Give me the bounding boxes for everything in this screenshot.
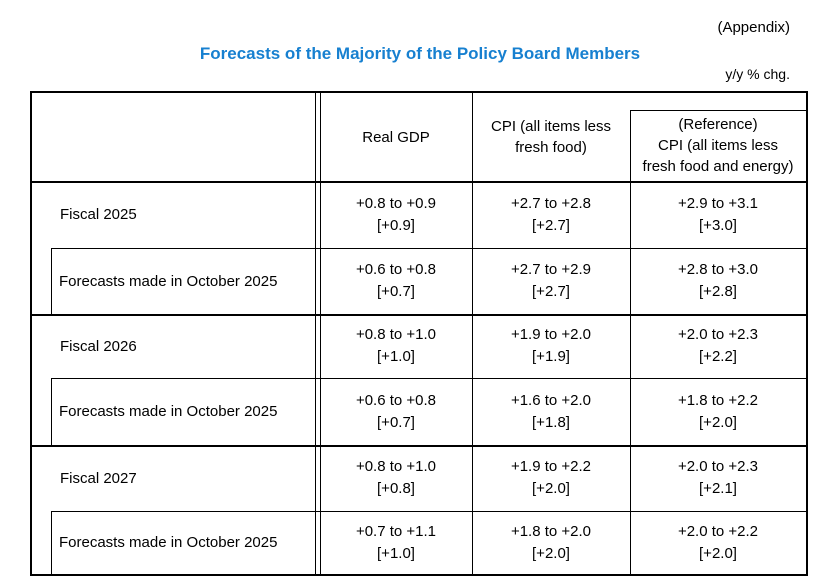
cell-oct2025b-real-gdp: +0.6 to +0.8 [+0.7] bbox=[320, 378, 472, 445]
row-label: Forecasts made in October 2025 bbox=[59, 534, 278, 551]
forecast-range: +2.0 to +2.3 bbox=[677, 326, 759, 343]
forecast-median: [+2.1] bbox=[699, 480, 737, 497]
forecast-median: [+2.7] bbox=[532, 283, 570, 300]
appendix-label: (Appendix) bbox=[717, 19, 790, 36]
cell-oct2025b-reference-cpi: +1.8 to +2.2 [+2.0] bbox=[630, 378, 806, 445]
forecast-range: +2.9 to +3.1 bbox=[677, 194, 759, 212]
grid-line bbox=[630, 110, 806, 111]
cell-fiscal2026-cpi: +1.9 to +2.0 [+1.9] bbox=[472, 314, 630, 378]
forecast-range: +0.8 to +1.0 bbox=[355, 326, 437, 343]
grid-line bbox=[51, 248, 806, 249]
forecast-median: [+2.2] bbox=[699, 348, 737, 365]
cell-fiscal2026-reference-cpi: +2.0 to +2.3 [+2.2] bbox=[630, 314, 806, 378]
cell-oct2025c-cpi: +1.8 to +2.0 [+2.0] bbox=[472, 511, 630, 574]
cell-oct2025a-cpi: +2.7 to +2.9 [+2.7] bbox=[472, 248, 630, 314]
grid-line bbox=[51, 378, 52, 445]
cell-oct2025c-reference-cpi: +2.0 to +2.2 [+2.0] bbox=[630, 511, 806, 574]
forecast-range: +1.8 to +2.0 bbox=[510, 522, 592, 540]
forecast-median: [+0.8] bbox=[377, 480, 415, 497]
forecast-range: +2.8 to +3.0 bbox=[677, 261, 759, 278]
grid-line bbox=[51, 378, 806, 379]
forecast-range: +2.0 to +2.2 bbox=[677, 522, 759, 540]
cell-fiscal2025-reference-cpi: +2.9 to +3.1 [+3.0] bbox=[630, 181, 806, 248]
forecast-median: [+2.0] bbox=[532, 480, 570, 497]
cell-oct2025a-real-gdp: +0.6 to +0.8 [+0.7] bbox=[320, 248, 472, 314]
forecast-range: +2.0 to +2.3 bbox=[677, 458, 759, 475]
cell-fiscal2027-real-gdp: +0.8 to +1.0 [+0.8] bbox=[320, 445, 472, 511]
grid-line bbox=[630, 110, 631, 574]
row-label-forecasts-october-2025: Forecasts made in October 2025 bbox=[51, 248, 315, 314]
grid-line bbox=[51, 248, 52, 314]
forecast-range: +1.9 to +2.2 bbox=[510, 458, 592, 475]
row-label: Fiscal 2026 bbox=[60, 337, 137, 355]
grid-line bbox=[32, 314, 806, 316]
grid-line bbox=[51, 511, 806, 512]
row-label-fiscal-2025: Fiscal 2025 bbox=[32, 181, 315, 248]
forecast-median: [+2.0] bbox=[699, 413, 737, 431]
unit-label: y/y % chg. bbox=[725, 66, 790, 82]
forecast-range: +0.7 to +1.1 bbox=[355, 522, 437, 540]
column-header-label: Real GDP bbox=[362, 128, 430, 146]
row-label-forecasts-october-2025: Forecasts made in October 2025 bbox=[51, 378, 315, 445]
forecast-median: [+0.7] bbox=[377, 283, 415, 300]
forecast-median: [+2.0] bbox=[532, 544, 570, 562]
forecast-median: [+2.8] bbox=[699, 283, 737, 300]
row-label-fiscal-2026: Fiscal 2026 bbox=[32, 314, 315, 378]
forecast-range: +1.6 to +2.0 bbox=[510, 391, 592, 409]
forecast-table: Real GDP CPI (all items less fresh food)… bbox=[30, 91, 808, 576]
forecast-median: [+0.7] bbox=[377, 413, 415, 431]
forecast-median: [+0.9] bbox=[377, 216, 415, 234]
forecast-range: +0.8 to +1.0 bbox=[355, 458, 437, 475]
row-label: Fiscal 2025 bbox=[60, 206, 137, 223]
forecast-range: +1.8 to +2.2 bbox=[677, 391, 759, 409]
forecast-median: [+1.9] bbox=[532, 348, 570, 365]
row-label: Forecasts made in October 2025 bbox=[59, 403, 278, 420]
forecast-median: [+3.0] bbox=[699, 216, 737, 234]
forecast-median: [+1.0] bbox=[377, 348, 415, 365]
row-label-forecasts-october-2025: Forecasts made in October 2025 bbox=[51, 511, 315, 574]
grid-line bbox=[320, 93, 321, 574]
column-header-reference-cpi: (Reference) CPI (all items less fresh fo… bbox=[630, 110, 806, 181]
cell-oct2025c-real-gdp: +0.7 to +1.1 [+1.0] bbox=[320, 511, 472, 574]
column-header-label: CPI (all items less fresh food) bbox=[490, 118, 612, 156]
cell-fiscal2025-real-gdp: +0.8 to +0.9 [+0.9] bbox=[320, 181, 472, 248]
cell-fiscal2027-cpi: +1.9 to +2.2 [+2.0] bbox=[472, 445, 630, 511]
forecast-median: [+1.8] bbox=[532, 413, 570, 431]
forecast-median: [+1.0] bbox=[377, 544, 415, 562]
forecast-range: +2.7 to +2.8 bbox=[510, 194, 592, 212]
row-label: Forecasts made in October 2025 bbox=[59, 272, 278, 290]
forecast-median: [+2.0] bbox=[699, 544, 737, 562]
page-title: Forecasts of the Majority of the Policy … bbox=[199, 44, 641, 63]
row-label: Fiscal 2027 bbox=[60, 469, 137, 487]
grid-line bbox=[51, 511, 52, 574]
grid-line bbox=[32, 445, 806, 447]
forecast-median: [+2.7] bbox=[532, 216, 570, 234]
column-header-cpi: CPI (all items less fresh food) bbox=[472, 93, 630, 181]
cell-fiscal2026-real-gdp: +0.8 to +1.0 [+1.0] bbox=[320, 314, 472, 378]
cell-fiscal2027-reference-cpi: +2.0 to +2.3 [+2.1] bbox=[630, 445, 806, 511]
row-label-fiscal-2027: Fiscal 2027 bbox=[32, 445, 315, 511]
cell-oct2025a-reference-cpi: +2.8 to +3.0 [+2.8] bbox=[630, 248, 806, 314]
cell-fiscal2025-cpi: +2.7 to +2.8 [+2.7] bbox=[472, 181, 630, 248]
column-header-real-gdp: Real GDP bbox=[320, 93, 472, 181]
cell-oct2025b-cpi: +1.6 to +2.0 [+1.8] bbox=[472, 378, 630, 445]
forecast-range: +1.9 to +2.0 bbox=[510, 326, 592, 343]
forecast-range: +0.6 to +0.8 bbox=[355, 261, 437, 278]
forecast-range: +0.6 to +0.8 bbox=[355, 391, 437, 409]
grid-line bbox=[32, 181, 806, 183]
forecast-range: +2.7 to +2.9 bbox=[510, 261, 592, 278]
forecast-range: +0.8 to +0.9 bbox=[355, 194, 437, 212]
column-header-label: (Reference) CPI (all items less fresh fo… bbox=[642, 116, 794, 175]
grid-line bbox=[472, 93, 473, 574]
grid-line bbox=[315, 93, 316, 574]
